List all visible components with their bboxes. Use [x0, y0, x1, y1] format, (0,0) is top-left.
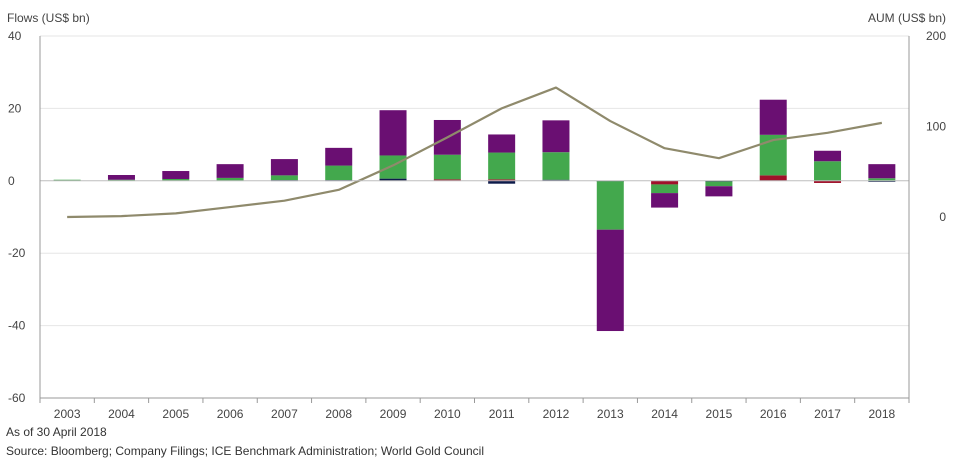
bar-segment	[216, 164, 244, 178]
bar-segment	[270, 159, 298, 176]
axes	[39, 36, 910, 403]
bar-segment	[433, 179, 461, 181]
x-tick-label: 2003	[54, 407, 81, 421]
bar-segment	[379, 155, 407, 179]
aum-line	[67, 86, 883, 219]
bar-segment	[759, 99, 787, 135]
bar-segment	[107, 175, 135, 180]
bar-segment	[379, 178, 407, 181]
bar-segment	[814, 180, 842, 183]
bar-segment	[596, 181, 624, 230]
x-tick-label: 2017	[814, 407, 841, 421]
bar-segment	[542, 120, 570, 153]
right-tick-label: 0	[939, 210, 946, 224]
bar-segment	[542, 152, 570, 180]
bar-segment	[379, 110, 407, 156]
bar-segment	[488, 180, 516, 184]
bar-segment	[705, 181, 733, 187]
x-tick-label: 2018	[868, 407, 895, 421]
x-tick-label: 2013	[597, 407, 624, 421]
aum-line-layer	[67, 86, 883, 219]
x-tick-label: 2014	[651, 407, 678, 421]
bar-segment	[759, 134, 787, 176]
x-tick-label: 2008	[325, 407, 352, 421]
left-tick-label: 20	[8, 101, 22, 115]
bar-segment	[325, 165, 353, 181]
bar-segment	[488, 152, 516, 180]
x-tick-label: 2010	[434, 407, 461, 421]
bar-segment	[542, 179, 570, 181]
bar-segment	[759, 175, 787, 181]
bar-segment	[814, 150, 842, 162]
bar-segment	[325, 147, 353, 166]
bar-segment	[162, 178, 190, 181]
bar-segment	[868, 178, 896, 181]
x-tick-label: 2015	[706, 407, 733, 421]
bars	[53, 99, 896, 332]
x-tick-label: 2011	[489, 407, 515, 421]
bar-segment	[651, 180, 679, 185]
bar-segment	[433, 154, 461, 180]
left-axis-title: Flows (US$ bn)	[7, 11, 90, 25]
bar-segment	[651, 193, 679, 208]
source-note: Source: Bloomberg; Company Filings; ICE …	[6, 444, 484, 458]
right-axis-title: AUM (US$ bn)	[868, 11, 946, 25]
bar-segment	[868, 164, 896, 179]
right-tick-label: 100	[926, 120, 946, 134]
x-tick-label: 2009	[380, 407, 407, 421]
x-tick-label: 2005	[162, 407, 189, 421]
left-tick-label: -60	[8, 391, 26, 405]
bar-segment	[596, 229, 624, 332]
bar-segment	[488, 179, 516, 181]
right-tick-label: 200	[926, 29, 946, 43]
bar-segment	[651, 184, 679, 194]
x-tick-label: 2006	[217, 407, 244, 421]
bar-segment	[162, 171, 190, 179]
bar-segment	[705, 186, 733, 197]
bar-segment	[216, 177, 244, 181]
bar-segment	[53, 179, 81, 181]
x-tick-label: 2007	[271, 407, 298, 421]
as-of-note: As of 30 April 2018	[6, 425, 107, 439]
left-tick-label: -40	[8, 319, 26, 333]
x-tick-label: 2016	[760, 407, 787, 421]
bar-segment	[488, 134, 516, 153]
left-tick-label: 0	[8, 174, 15, 188]
bar-segment	[270, 175, 298, 181]
bar-segment	[814, 161, 842, 181]
x-tick-label: 2004	[108, 407, 135, 421]
left-tick-label: 40	[8, 29, 22, 43]
x-tick-label: 2012	[543, 407, 570, 421]
bar-segment	[107, 179, 135, 181]
left-tick-label: -20	[8, 246, 26, 260]
